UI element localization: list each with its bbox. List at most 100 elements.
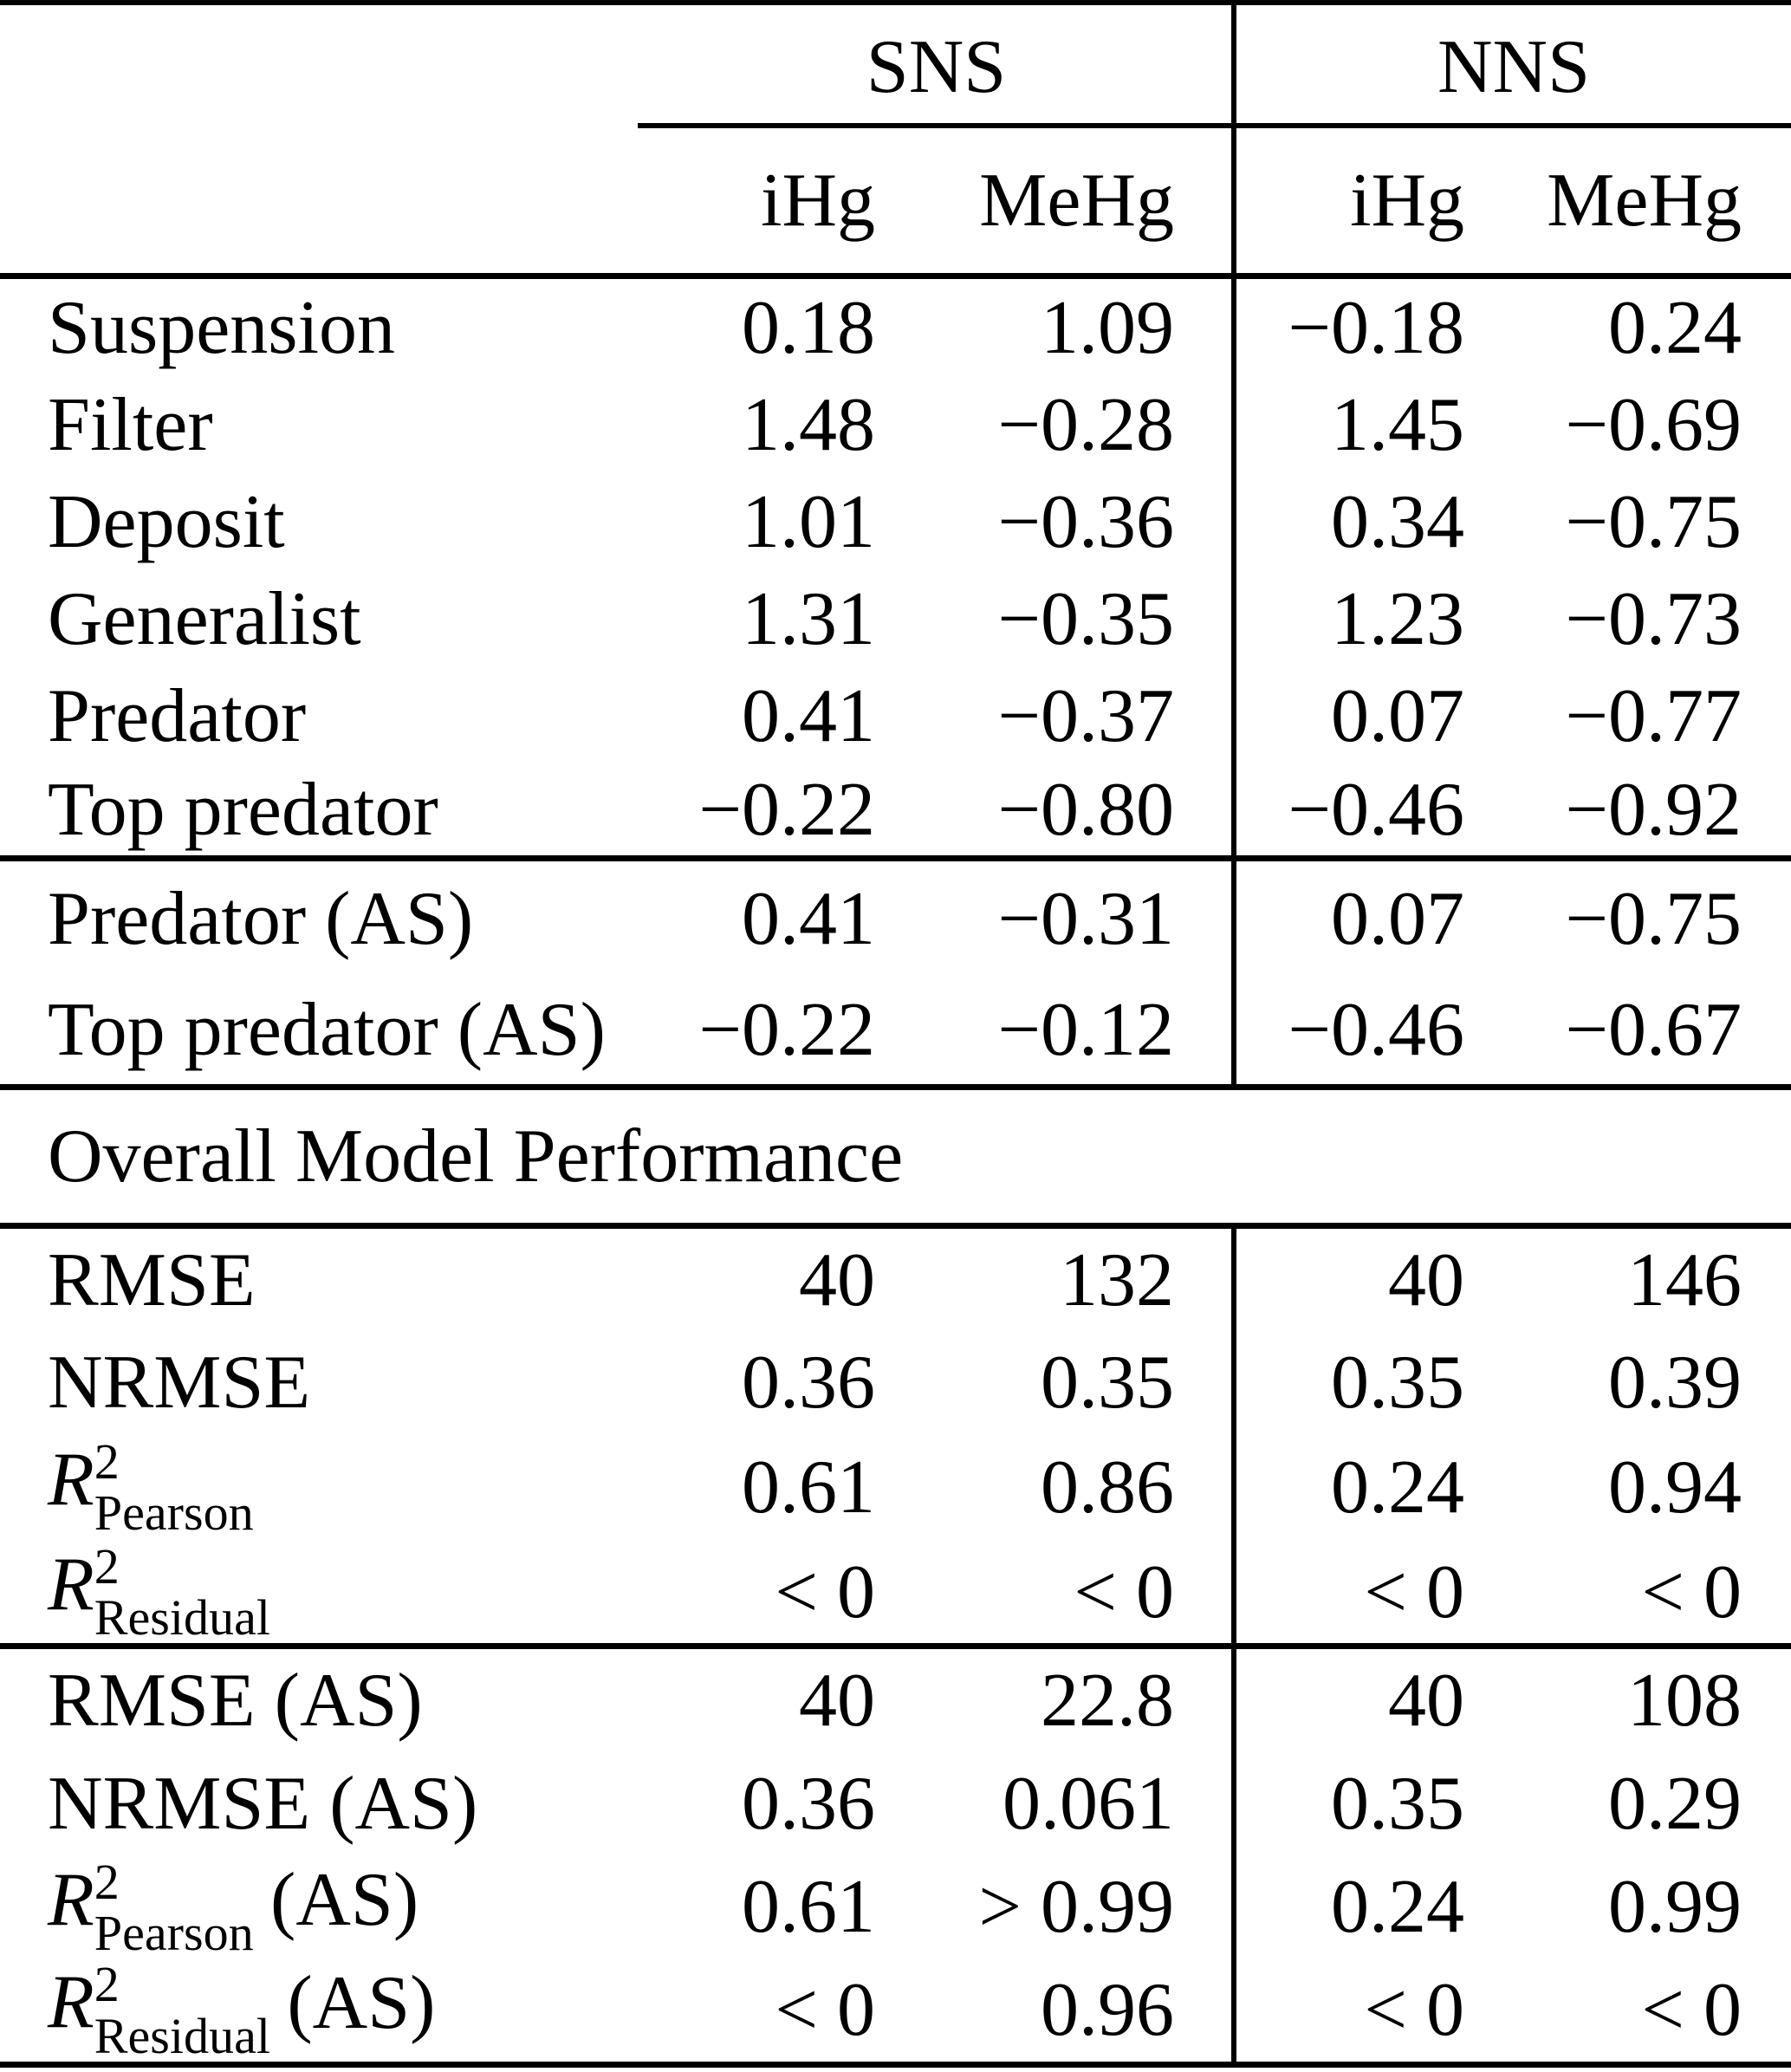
cell-value: 0.061	[1003, 1762, 1174, 1847]
subscript: Residual	[94, 2007, 271, 2064]
cell-value: −0.73	[1565, 576, 1742, 661]
subheader-nns-ihg: iHg	[1231, 128, 1464, 279]
cell-value: 0.07	[1231, 667, 1464, 764]
r2-pearson-scripts: 2 Pearson	[94, 1432, 254, 1541]
subscript: Pearson	[94, 1904, 254, 1961]
row-label: Suspension	[48, 285, 395, 370]
section-functional-groups: Suspension 0.18 1.09 −0.18 0.24 Filter 1…	[0, 279, 1791, 861]
subscript: Residual	[94, 1589, 271, 1647]
cell-value: −0.35	[997, 576, 1174, 661]
cell-value: 0.61	[742, 1865, 875, 1950]
group-header-underline	[638, 123, 1791, 128]
section-performance: RMSE 40 132 40 146 NRMSE 0.36 0.35 0.35 …	[0, 1229, 1791, 1650]
cell-value: −0.75	[1565, 876, 1742, 961]
cell-value: 0.61	[742, 1445, 875, 1530]
row-label: RMSE	[48, 1237, 256, 1322]
table-row-r2-residual: R 2 Residual < 0 < 0 < 0 < 0	[0, 1541, 1791, 1650]
cell-value: −0.28	[997, 382, 1174, 467]
row-label: R 2 Pearson	[0, 1433, 555, 1541]
cell-value: −0.36	[997, 479, 1174, 564]
cell-value: 0.99	[1608, 1865, 1742, 1950]
table-row-generalist: Generalist 1.31 −0.35 1.23 −0.73	[0, 570, 1791, 667]
cell-value: −0.22	[555, 976, 875, 1090]
cell-value: < 0	[875, 1541, 1231, 1650]
table-row-predator-as: Predator (AS) 0.41 −0.31 0.07 −0.75	[0, 861, 1791, 976]
cell-value: 40	[799, 1237, 875, 1322]
table-row-rmse: RMSE 40 132 40 146	[0, 1229, 1791, 1331]
section-age-structured-groups: Predator (AS) 0.41 −0.31 0.07 −0.75 Top …	[0, 861, 1791, 1090]
subheader-blank-cell	[0, 128, 555, 279]
row-label: Top predator	[0, 764, 555, 861]
cell-value: −0.12	[875, 976, 1231, 1090]
cell-value: 0.41	[742, 876, 875, 961]
cell-value: 1.01	[742, 479, 875, 564]
subscript: Pearson	[94, 1484, 254, 1541]
row-label: Top predator (AS)	[0, 976, 606, 1090]
row-label: Generalist	[48, 576, 361, 661]
cell-value: 0.24	[1608, 285, 1742, 370]
cell-value: −0.37	[997, 673, 1174, 758]
row-label: RMSE (AS)	[48, 1659, 423, 1744]
cell-value: 1.31	[742, 576, 875, 661]
table-row-deposit: Deposit 1.01 −0.36 0.34 −0.75	[0, 473, 1791, 570]
superscript: 2	[94, 1956, 120, 2013]
cell-value: 40	[1231, 1229, 1464, 1331]
r2-pearson-as-scripts: 2 Pearson	[94, 1855, 254, 1961]
cell-value: 0.36	[742, 1762, 875, 1847]
cell-value: 146	[1627, 1237, 1742, 1322]
subheader-sns-mehg: MeHg	[875, 128, 1231, 279]
table-row-rmse-as: RMSE (AS) 40 22.8 40 108	[0, 1649, 1791, 1753]
cell-value: 0.18	[742, 285, 875, 370]
subheader-nns-mehg: MeHg	[1464, 128, 1791, 279]
row-label: R 2 Residual	[0, 1541, 555, 1650]
cell-value: 108	[1627, 1659, 1742, 1744]
row-label: NRMSE (AS)	[48, 1762, 478, 1847]
cell-value: < 0	[1464, 1958, 1791, 2068]
cell-value: −0.67	[1464, 976, 1791, 1090]
cell-value: −0.31	[997, 876, 1174, 961]
table-row-r2-residual-as: R 2 Residual (AS) < 0 0.96 < 0 < 0	[0, 1956, 1791, 2068]
cell-value: −0.22	[555, 764, 875, 861]
r-symbol: R	[48, 1543, 94, 1627]
corner-blank-cell	[0, 5, 555, 128]
cell-value: < 0	[1464, 1541, 1791, 1650]
section-performance-as: RMSE (AS) 40 22.8 40 108 NRMSE (AS) 0.36…	[0, 1649, 1791, 2068]
superscript: 2	[94, 1432, 120, 1490]
row-label: Predator	[48, 673, 307, 758]
cell-value: 132	[1060, 1237, 1174, 1322]
header-group-sns: SNS	[866, 24, 1007, 109]
cell-value: 1.09	[1041, 285, 1174, 370]
cell-value: −0.92	[1464, 764, 1791, 861]
subheader-row: iHg MeHg iHg MeHg	[0, 128, 1791, 279]
cell-value: 1.48	[742, 382, 875, 467]
cell-value: 0.36	[742, 1340, 875, 1425]
row-label: R 2 Pearson (AS)	[0, 1855, 555, 1958]
table-row-nrmse-as: NRMSE (AS) 0.36 0.061 0.35 0.29	[0, 1752, 1791, 1856]
table-row-filter: Filter 1.48 −0.28 1.45 −0.69	[0, 376, 1791, 473]
cell-value: < 0	[1231, 1541, 1464, 1650]
cell-value: < 0	[555, 1541, 875, 1650]
cell-value: 1.45	[1231, 376, 1464, 473]
cell-value: 0.86	[1041, 1445, 1174, 1530]
as-suffix: (AS)	[270, 1858, 419, 1943]
section-title-row: Overall Model Performance	[0, 1090, 1791, 1229]
r-symbol: R	[48, 1438, 94, 1523]
cell-value: 0.96	[875, 1958, 1231, 2068]
row-label: NRMSE	[48, 1340, 311, 1425]
header-group-nns: NNS	[1231, 5, 1791, 128]
as-suffix: (AS)	[287, 1960, 436, 2045]
cell-value: 0.24	[1231, 1855, 1464, 1959]
r-symbol: R	[48, 1960, 94, 2045]
cell-value: 0.35	[1041, 1340, 1174, 1425]
subheader-sns-ihg: iHg	[555, 128, 875, 279]
cell-value: 0.29	[1608, 1762, 1742, 1847]
table-row-top-predator: Top predator −0.22 −0.80 −0.46 −0.92	[0, 764, 1791, 861]
table-row-r2-pearson-as: R 2 Pearson (AS) 0.61 > 0.99 0.24 0.99	[0, 1855, 1791, 1959]
cell-value: 0.41	[742, 673, 875, 758]
table-row-predator: Predator 0.41 −0.37 0.07 −0.77	[0, 667, 1791, 764]
r-symbol: R	[48, 1858, 94, 1943]
cell-value: < 0	[555, 1958, 875, 2068]
cell-value: −0.80	[875, 764, 1231, 861]
